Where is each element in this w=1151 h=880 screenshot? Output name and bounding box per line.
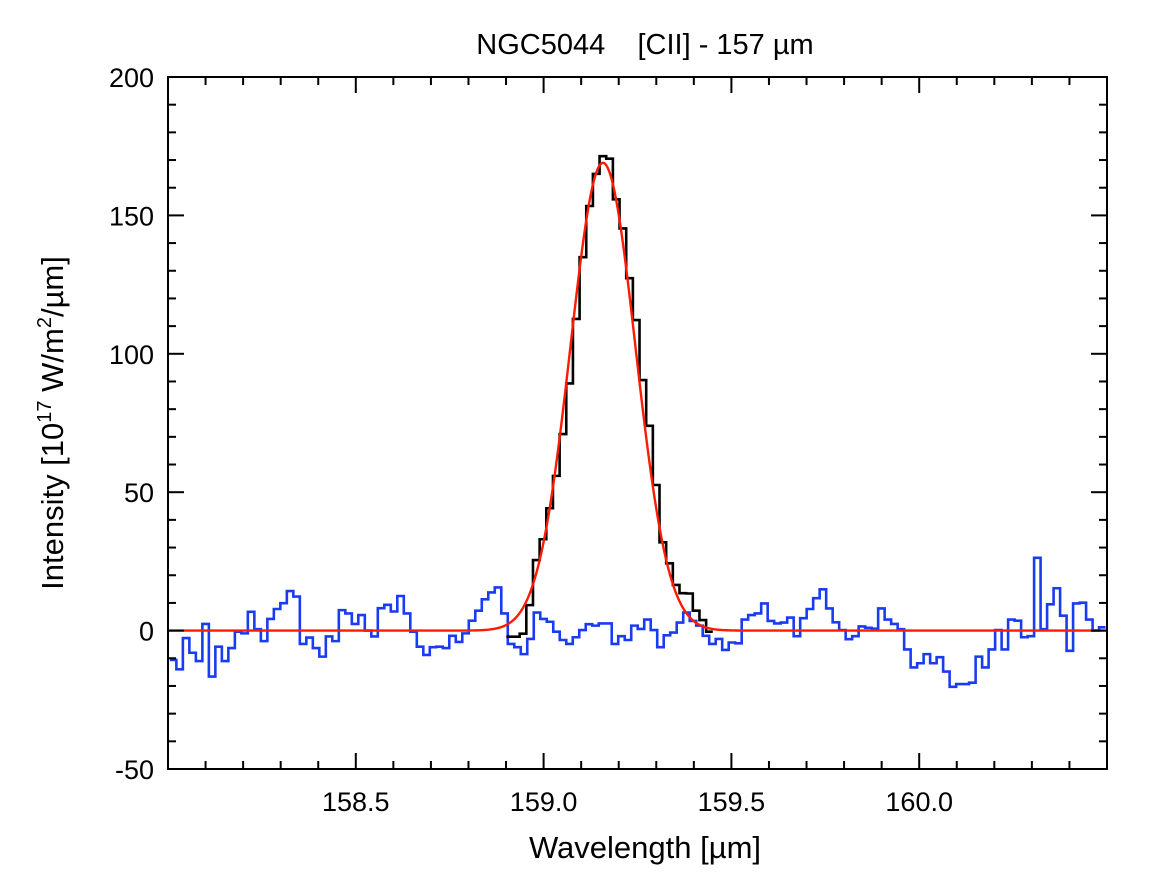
y-label-suffix: /µm] [35,256,70,317]
y-label-prefix: Intensity [10 [35,423,70,590]
x-tick-label: 159.5 [698,787,766,817]
y-label-sup-sq: 2 [34,317,56,328]
series-observed-spectrum [506,154,713,638]
x-tick-label: 159.0 [510,787,578,817]
x-tick-label: 158.5 [322,787,390,817]
plot-frame [167,76,1108,770]
series-layer [168,154,1107,689]
x-tick-labels: 158.5 159.0 159.5 160.0 [322,787,953,817]
y-tick-label: 200 [109,63,154,93]
y-axis-label: Intensity [1017 W/m2/µm] [34,256,70,590]
axis-ticks [168,77,1107,769]
y-tick-label: 0 [139,617,154,647]
y-tick-label: 100 [109,340,154,370]
series-group [168,154,1107,689]
y-label-sup-exp: 17 [34,400,56,422]
series-residual [169,556,1106,689]
y-tick-label: -50 [115,755,154,785]
x-tick-label: 160.0 [885,787,953,817]
y-tick-label: 150 [109,201,154,231]
y-tick-label: 50 [124,478,154,508]
x-axis-label: Wavelength [µm] [529,830,761,865]
y-tick-labels: -50 0 50 100 150 200 [109,63,154,785]
y-label-mid: W/m [35,328,70,400]
chart-title: NGC5044 [CII] - 157 µm [476,29,813,61]
series-gaussian-fit [168,161,1107,632]
